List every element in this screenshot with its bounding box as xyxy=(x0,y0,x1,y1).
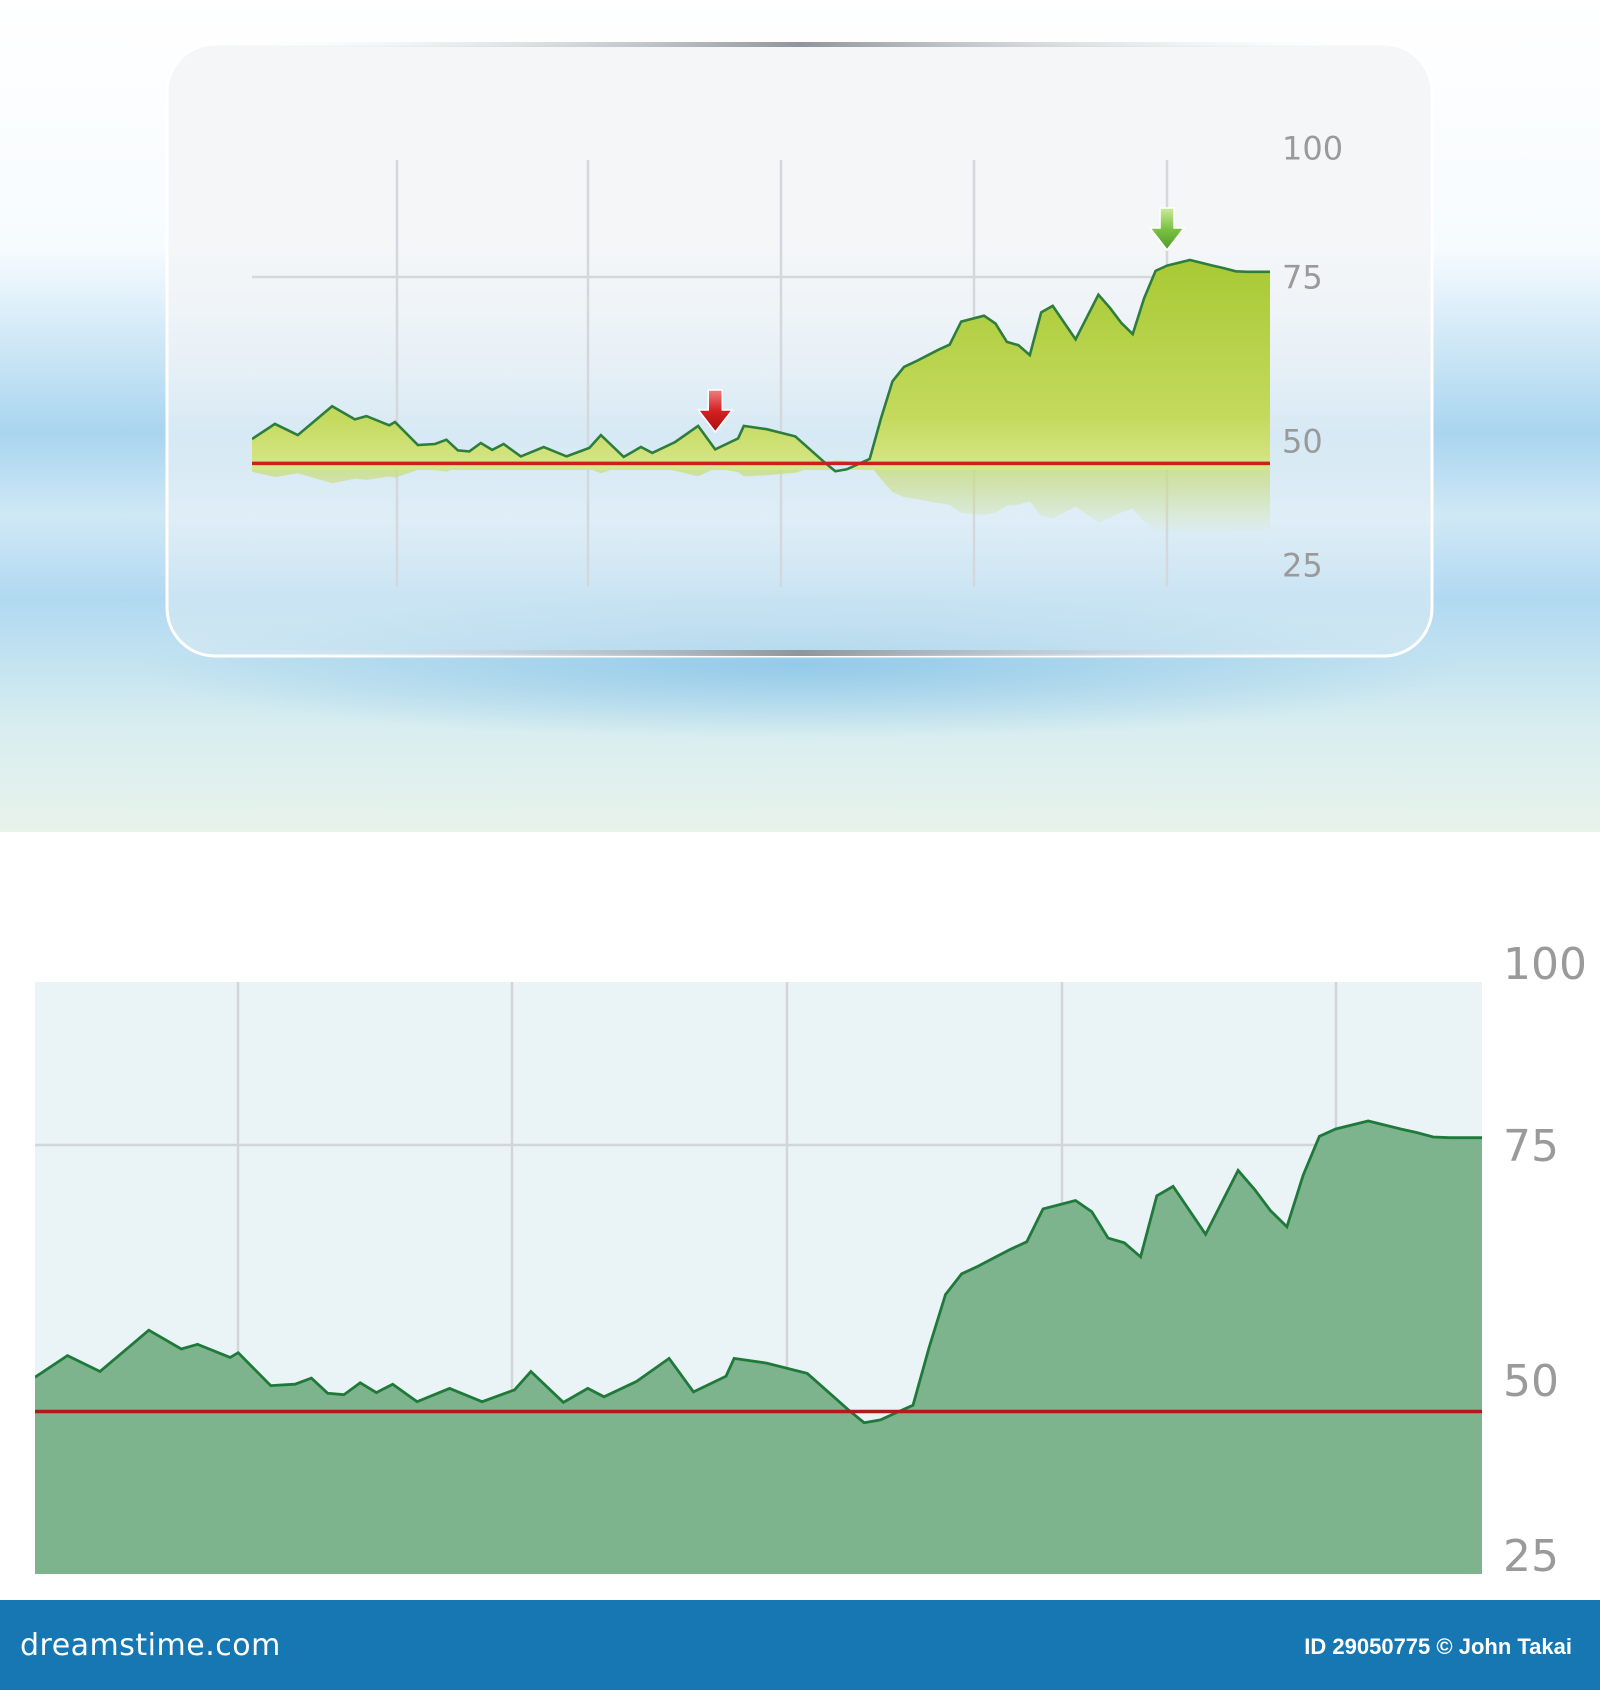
bottom-y-tick-label: 50 xyxy=(1503,1356,1559,1407)
top-chart-y-ticks: 100 75 50 25 xyxy=(1282,130,1343,585)
chart-scene: 100 75 50 25 100 75 50 25 xyxy=(0,0,1600,1582)
footer-bar: dreamstime.com ID 29050775 © John Takai xyxy=(0,1600,1600,1690)
top-y-tick-label: 100 xyxy=(1282,130,1343,168)
red-down-arrow-icon xyxy=(696,389,734,434)
footer-credit: ID 29050775 © John Takai xyxy=(1304,1634,1572,1659)
top-y-tick-label: 50 xyxy=(1282,423,1323,461)
bottom-y-tick-label: 25 xyxy=(1503,1531,1559,1582)
top-chart: 100 75 50 25 xyxy=(252,130,1343,587)
panel-bottom-rim xyxy=(210,650,1390,656)
top-chart-markers xyxy=(696,207,1186,434)
bottom-chart-area xyxy=(35,1121,1482,1574)
footer-brand[interactable]: dreamstime.com xyxy=(20,1628,281,1663)
top-y-tick-label: 75 xyxy=(1282,259,1323,297)
top-chart-reflection xyxy=(252,460,1270,535)
bottom-chart: 100 75 50 25 xyxy=(35,939,1587,1582)
bottom-chart-y-ticks: 100 75 50 25 xyxy=(1503,939,1587,1582)
green-down-arrow-icon xyxy=(1148,207,1186,252)
top-chart-line xyxy=(252,258,1270,473)
bottom-y-tick-label: 100 xyxy=(1503,939,1587,990)
panel-top-rim xyxy=(210,42,1390,47)
top-y-tick-label: 25 xyxy=(1282,547,1323,585)
top-chart-area xyxy=(252,260,1270,472)
bottom-chart-line xyxy=(35,1119,1482,1425)
bottom-y-tick-label: 75 xyxy=(1503,1121,1559,1172)
